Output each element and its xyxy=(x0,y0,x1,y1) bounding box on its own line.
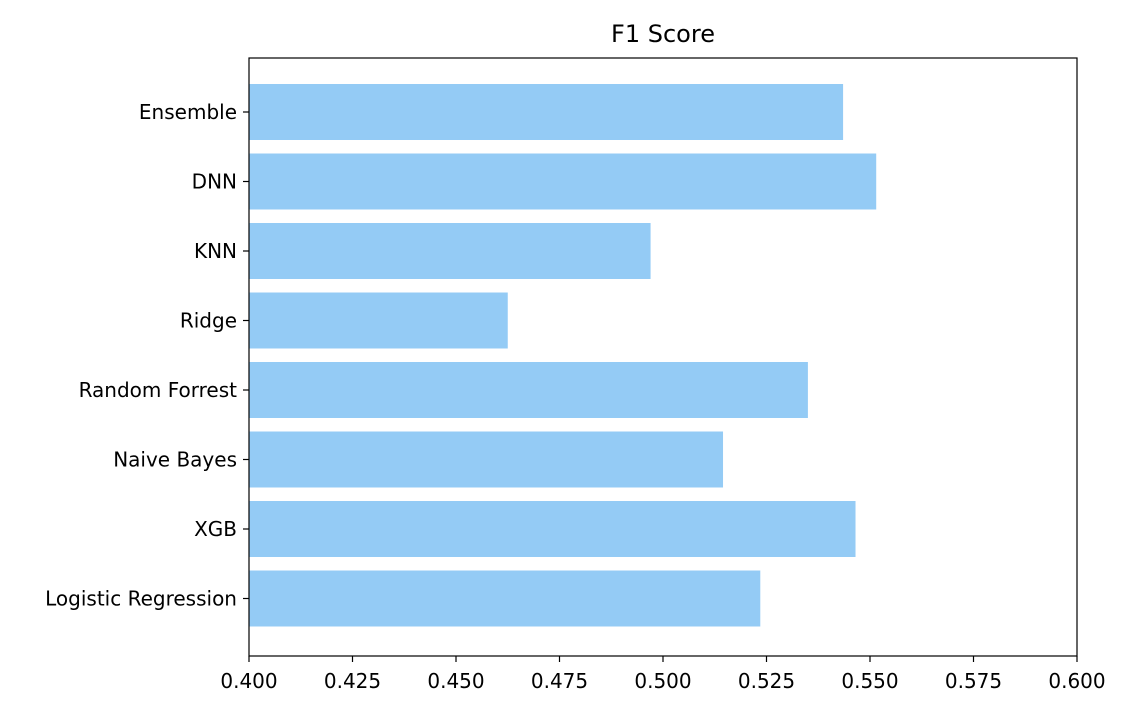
x-tick-label: 0.475 xyxy=(531,669,588,693)
x-tick-label: 0.575 xyxy=(945,669,1002,693)
y-tick-label: Ensemble xyxy=(139,100,237,124)
bar-ensemble xyxy=(249,84,844,140)
y-tick-label: Random Forrest xyxy=(79,378,238,402)
bar-knn xyxy=(249,223,651,279)
bars-group xyxy=(249,84,877,627)
y-tick-label: DNN xyxy=(192,170,237,194)
bar-random-forrest xyxy=(249,362,808,418)
x-tick-label: 0.400 xyxy=(220,669,277,693)
chart-title: F1 Score xyxy=(611,20,715,48)
bar-logistic-regression xyxy=(249,570,761,627)
y-tick-label: Naive Bayes xyxy=(113,448,237,472)
y-tick-label: Ridge xyxy=(180,309,237,333)
plot-frame xyxy=(248,57,1078,657)
x-axis: 0.400 0.425 0.450 0.475 0.500 0.525 0.550 0.575… xyxy=(220,656,1106,693)
x-tick-label: 0.525 xyxy=(738,669,795,693)
y-axis: Ensemble DNN KNN Ridge Random Forrest Naive B… xyxy=(45,100,249,611)
bar-dnn xyxy=(249,153,877,210)
bar-xgb xyxy=(249,501,856,557)
x-tick-label: 0.425 xyxy=(324,669,381,693)
bar-naive-bayes xyxy=(249,431,724,488)
x-tick-label: 0.550 xyxy=(841,669,898,693)
y-tick-label: Logistic Regression xyxy=(45,587,237,611)
x-tick-label: 0.500 xyxy=(634,669,691,693)
x-tick-label: 0.600 xyxy=(1048,669,1105,693)
y-tick-label: KNN xyxy=(194,239,237,263)
bar-ridge xyxy=(249,292,508,349)
y-tick-label: XGB xyxy=(194,517,237,541)
x-tick-label: 0.450 xyxy=(427,669,484,693)
